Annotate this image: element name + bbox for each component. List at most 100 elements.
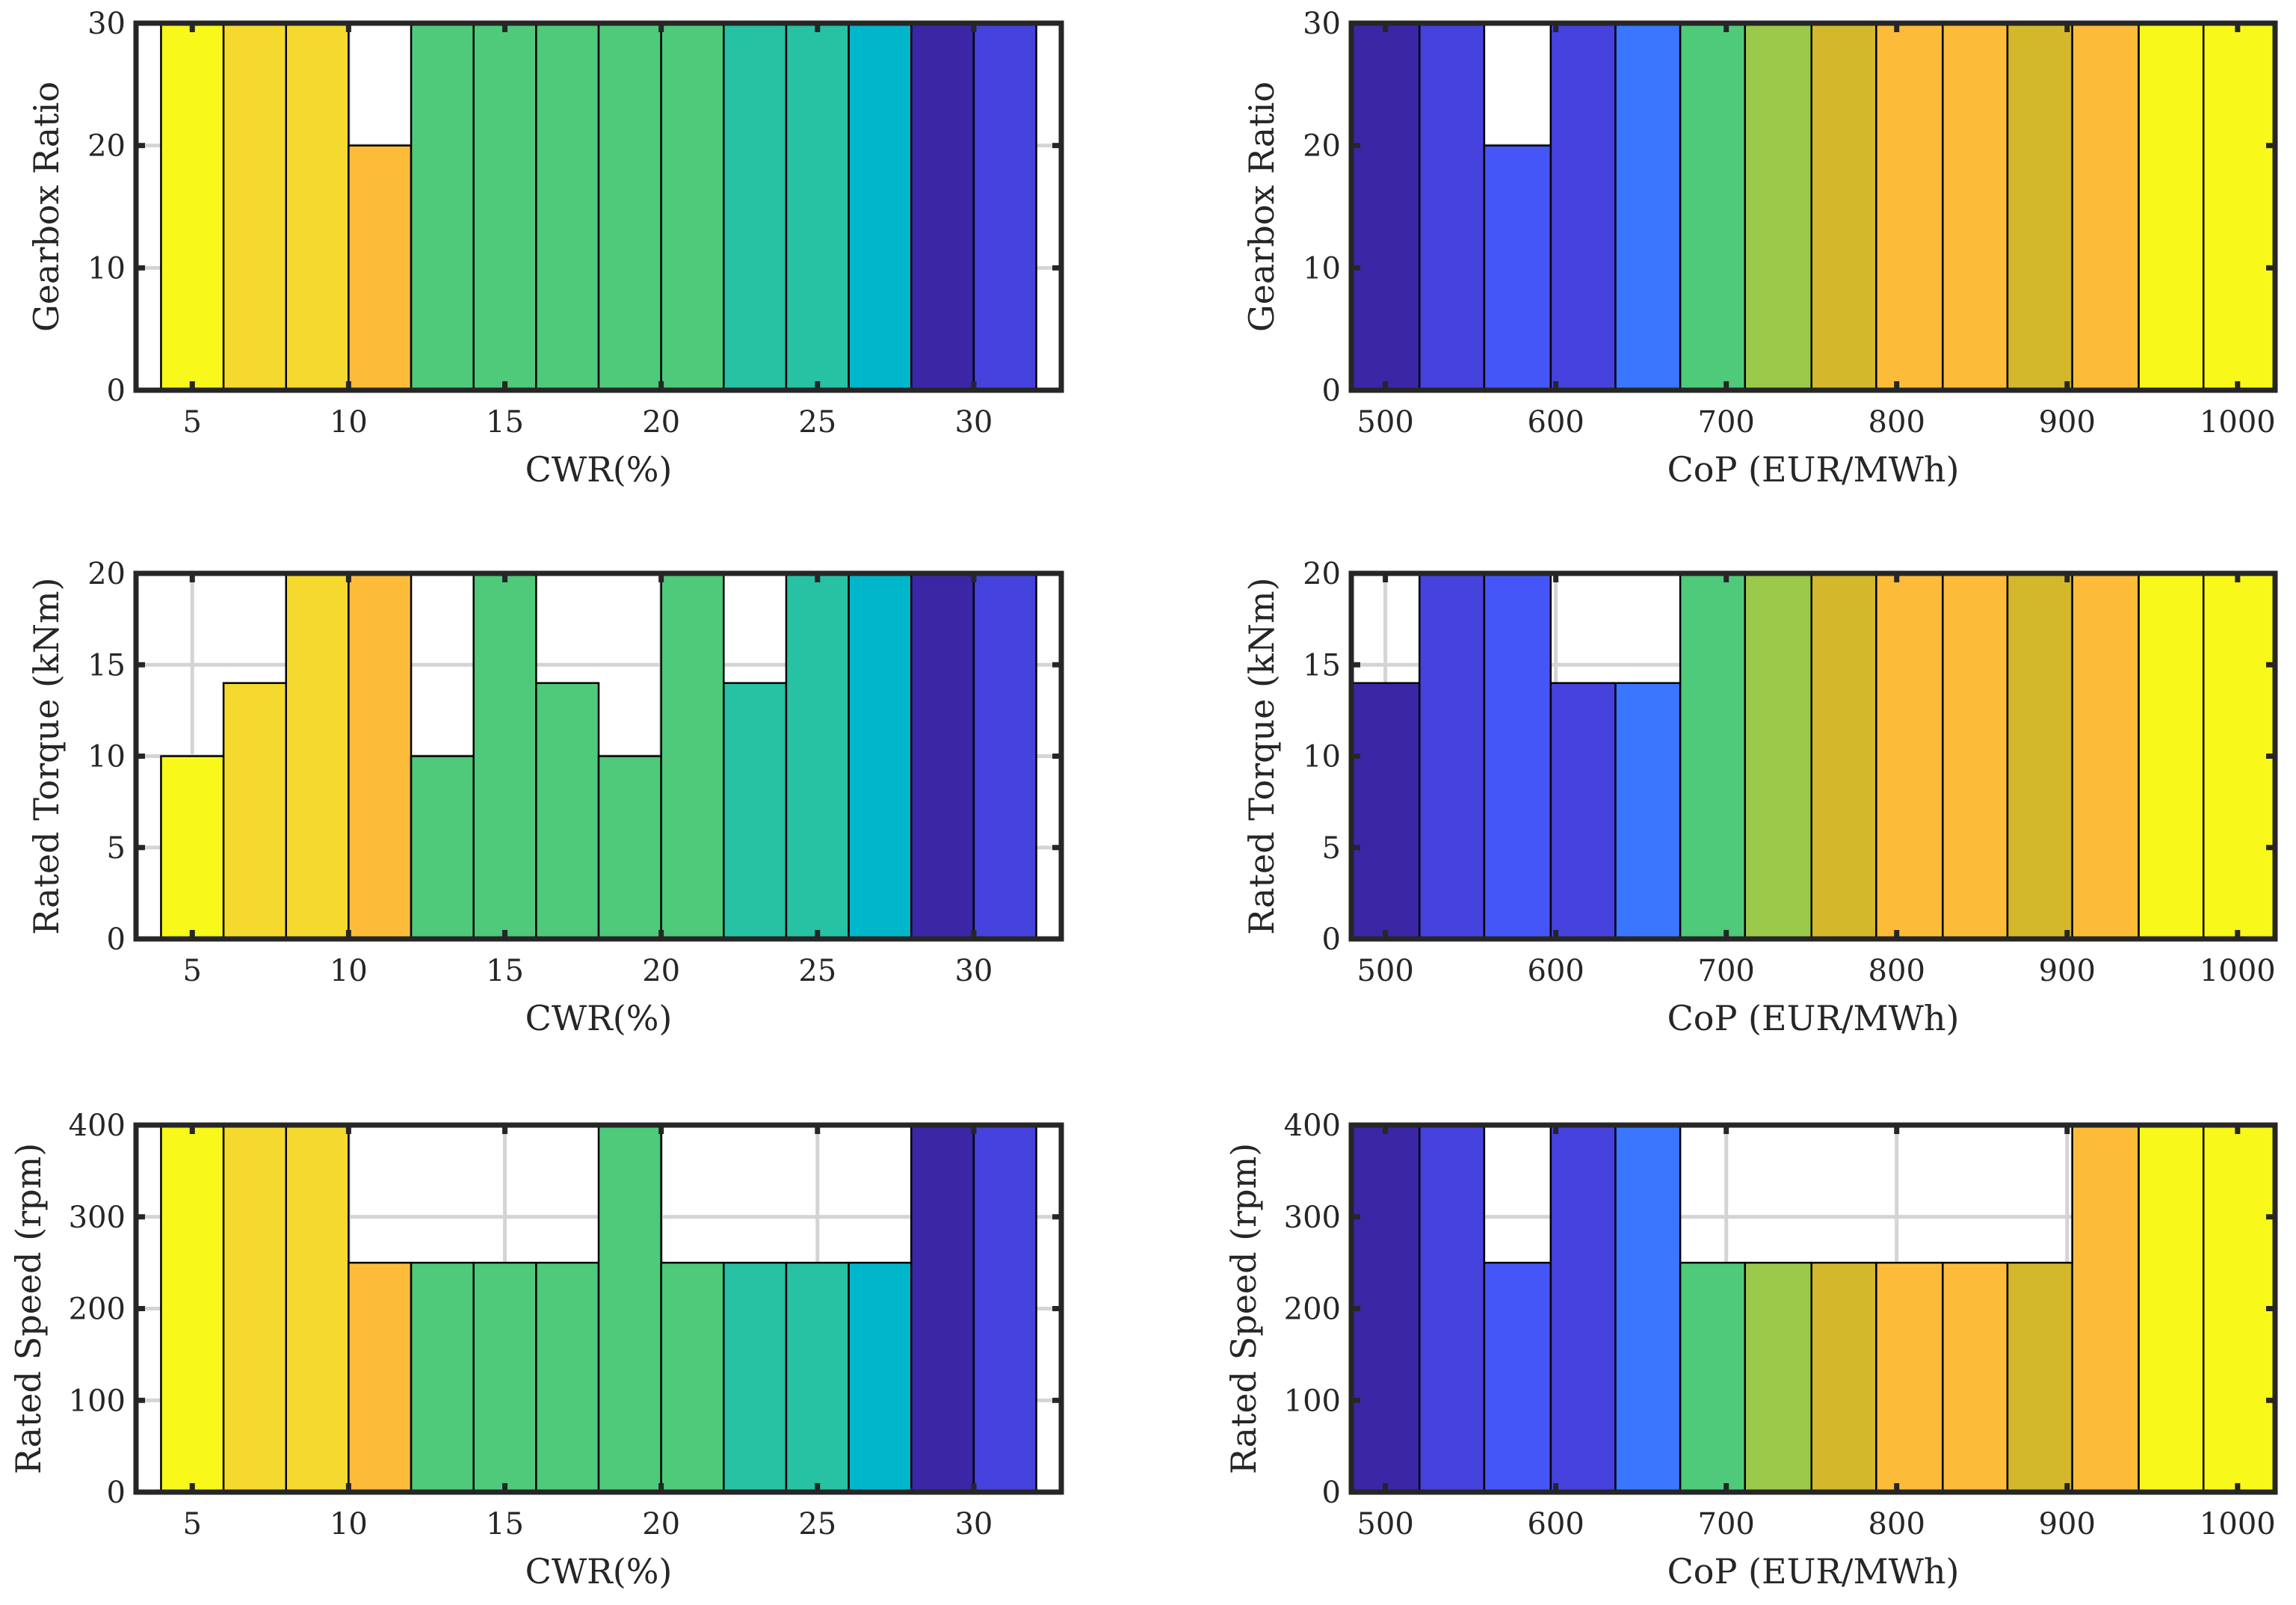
y-axis-label: Gearbox Ratio [1241, 81, 1282, 332]
y-tick-label: 0 [107, 922, 126, 957]
bar [1942, 22, 2009, 392]
y-tick-label: 30 [1303, 7, 1341, 41]
y-axis-label: Rated Speed (rpm) [8, 1143, 49, 1474]
bar [723, 1261, 788, 1494]
y-tick-label: 10 [87, 740, 126, 774]
x-tick-label: 25 [798, 954, 836, 988]
x-tick-label: 600 [1527, 954, 1584, 988]
y-tick-label: 10 [1303, 740, 1341, 774]
bar [2138, 1124, 2205, 1494]
axes-frame [1348, 20, 2278, 393]
bar [348, 1261, 413, 1494]
bar [785, 1261, 850, 1494]
bar [1350, 682, 1421, 940]
x-tick-label: 15 [486, 1507, 524, 1541]
bar [160, 22, 225, 392]
bar [1942, 572, 2009, 940]
y-tick-label: 0 [107, 1476, 126, 1510]
y-tick-label: 15 [87, 648, 126, 683]
y-tick-label: 10 [87, 251, 126, 286]
bar [410, 22, 475, 392]
bar [1744, 1261, 1812, 1494]
y-tick-label: 20 [87, 557, 126, 591]
bar [2071, 22, 2140, 392]
x-tick-label: 5 [183, 954, 202, 988]
bar [472, 1261, 537, 1494]
bar [285, 22, 350, 392]
subplot-4: 500 600 700 800 900 1000 0 5 10 15 20 CoP (EUR/MWh)… [1241, 557, 2278, 1038]
bar [785, 22, 850, 392]
subplot-6: 500 600 700 800 900 1000 0 100 200 300 400 CoP (EUR… [1223, 1109, 2278, 1592]
y-axis-label: Rated Torque (kNm) [1241, 577, 1282, 934]
bar [2202, 572, 2277, 940]
x-tick-label: 500 [1357, 954, 1413, 988]
bar [848, 22, 913, 392]
axes-frame [133, 20, 1064, 393]
x-tick-label: 700 [1698, 405, 1755, 440]
bar [910, 572, 975, 940]
x-tick-label: 1000 [2200, 405, 2276, 440]
x-axis-label: CWR(%) [525, 449, 673, 490]
bar [1875, 22, 1944, 392]
y-tick-label: 200 [1284, 1293, 1341, 1327]
bar [1810, 1261, 1877, 1494]
bar [348, 144, 413, 392]
y-tick-label: 0 [1322, 1476, 1341, 1510]
x-tick-label: 800 [1868, 405, 1925, 440]
bar [723, 682, 788, 940]
bar [848, 1261, 913, 1494]
bar [1875, 572, 1944, 940]
x-tick-label: 15 [486, 405, 524, 440]
bar [2006, 1261, 2073, 1494]
y-axis-label: Gearbox Ratio [26, 81, 67, 332]
bar [472, 572, 537, 940]
bar [785, 572, 850, 940]
y-tick-label: 400 [69, 1109, 126, 1143]
bar [910, 22, 975, 392]
bar [910, 1124, 975, 1494]
y-tick-label: 0 [1322, 922, 1341, 957]
y-axis-label: Rated Torque (kNm) [26, 577, 67, 934]
bar [848, 572, 913, 940]
x-tick-label: 800 [1868, 1507, 1925, 1541]
x-tick-label: 600 [1527, 405, 1584, 440]
y-tick-label: 100 [69, 1384, 126, 1418]
y-tick-label: 0 [107, 374, 126, 408]
bar [285, 572, 350, 940]
bar [597, 22, 662, 392]
bar [2071, 572, 2140, 940]
y-axis-label: Rated Speed (rpm) [1223, 1143, 1264, 1474]
x-tick-label: 25 [798, 1507, 836, 1541]
x-tick-label: 5 [183, 405, 202, 440]
x-tick-label: 1000 [2200, 1507, 2276, 1541]
bar [1483, 572, 1552, 940]
y-tick-label: 30 [87, 7, 126, 41]
bar [2138, 572, 2205, 940]
bar [1679, 22, 1747, 392]
bar [1549, 22, 1617, 392]
x-tick-label: 20 [642, 954, 680, 988]
x-tick-label: 1000 [2200, 954, 2276, 988]
bar [1744, 22, 1812, 392]
bar [472, 22, 537, 392]
bar [972, 1124, 1037, 1494]
x-tick-label: 20 [642, 1507, 680, 1541]
subplot-2: 500 600 700 800 900 1000 0 10 20 30 CoP (EUR/MWh) G… [1241, 7, 2278, 490]
x-axis-label: CoP (EUR/MWh) [1667, 998, 1960, 1038]
x-tick-label: 30 [954, 1507, 993, 1541]
bar [1810, 22, 1877, 392]
bar [1549, 1124, 1617, 1494]
bar [535, 682, 600, 940]
bar [1549, 682, 1617, 940]
x-axis-label: CoP (EUR/MWh) [1667, 449, 1960, 490]
x-tick-label: 500 [1357, 1507, 1413, 1541]
x-tick-label: 900 [2039, 1507, 2096, 1541]
bar [1418, 22, 1486, 392]
y-tick-label: 5 [1322, 831, 1341, 866]
x-tick-label: 5 [183, 1507, 202, 1541]
x-tick-label: 900 [2039, 405, 2096, 440]
bar [1418, 572, 1486, 940]
y-tick-label: 20 [1303, 557, 1341, 591]
bar [160, 1124, 225, 1494]
x-tick-label: 30 [954, 405, 993, 440]
